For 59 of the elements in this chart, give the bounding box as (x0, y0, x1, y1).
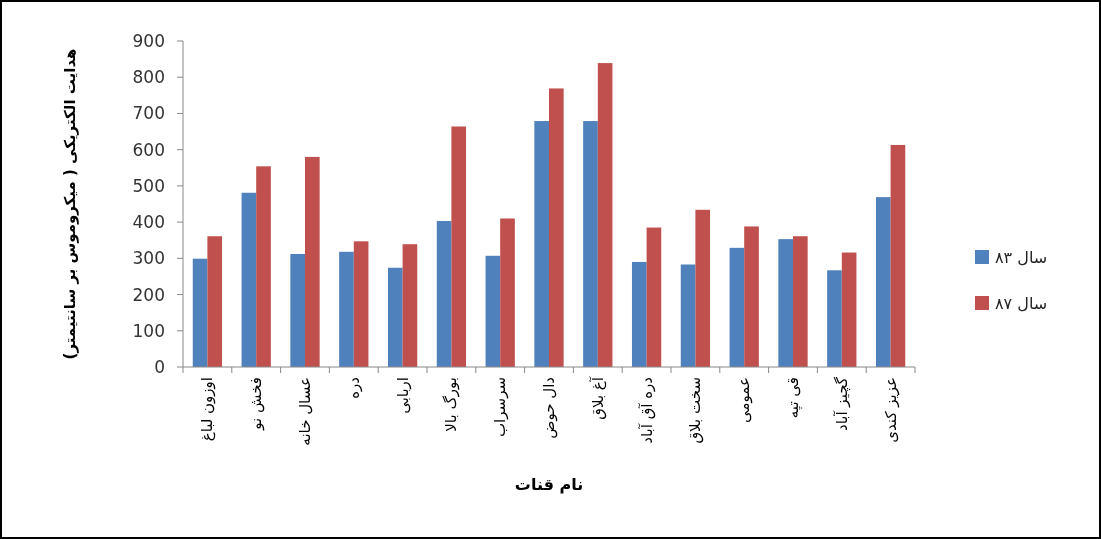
y-tick-label: 300 (132, 248, 165, 269)
bar (695, 209, 711, 367)
bar (534, 121, 549, 367)
bar (729, 247, 745, 367)
y-tick-label: 700 (132, 103, 165, 124)
bar (549, 88, 564, 367)
x-tick-label: اربابی (393, 377, 412, 414)
bar (451, 126, 467, 367)
x-tick-label: عزیز کندی (881, 377, 900, 443)
bar (583, 121, 598, 367)
legend-label: سال ۸۳ (995, 248, 1048, 267)
x-tick-label: بورگ بالا (442, 377, 461, 432)
x-tick-label: دره آق آباد (637, 377, 656, 444)
bar (631, 261, 647, 367)
bar (744, 226, 759, 367)
bar (646, 227, 662, 367)
y-tick-label: 100 (132, 320, 165, 341)
y-tick-label: 0 (154, 357, 165, 377)
bar (241, 192, 257, 367)
bar (436, 221, 452, 367)
y-tick-label: 800 (132, 67, 165, 88)
y-tick-label: 500 (132, 175, 165, 196)
bar (387, 267, 403, 367)
bar (875, 197, 891, 367)
bar (778, 239, 793, 367)
y-tick-label: 400 (132, 212, 165, 233)
x-tick-label: فخش نو (247, 377, 266, 431)
bar (339, 251, 354, 367)
x-tick-label: دره (344, 377, 363, 399)
bar (680, 264, 696, 367)
bar (207, 236, 223, 367)
bar (256, 166, 271, 367)
x-tick-label: عسال خانه (296, 377, 314, 446)
x-tick-label: قی تپه (784, 377, 803, 419)
y-tick-label: 200 (132, 284, 165, 305)
x-tick-label: سخت بلاق (686, 377, 705, 444)
x-tick-label: گچیز آباد (832, 376, 851, 431)
y-axis-title: هدایت الکتریکی ( میکروموس بر سانتیمتر) (61, 48, 79, 360)
legend-label: سال ۸۷ (995, 294, 1048, 313)
x-tick-label: سرسراب (491, 377, 510, 437)
x-tick-label: عمومی (735, 377, 754, 423)
bar (890, 144, 906, 367)
bar (305, 156, 320, 367)
x-tick-label: دال حوض (540, 377, 558, 439)
bar (485, 255, 501, 367)
y-tick-label: 600 (132, 139, 165, 160)
bar (841, 252, 857, 367)
bar (290, 253, 305, 367)
y-tick-label: 900 (132, 31, 165, 51)
x-tick-label: اوزون لباغ (198, 377, 217, 442)
bar (353, 241, 369, 367)
bar (793, 236, 808, 367)
bar (597, 63, 613, 367)
bar (402, 244, 418, 367)
bar (827, 270, 842, 367)
bar (500, 218, 515, 367)
bar (192, 258, 208, 367)
x-tick-label: آغ بلاق (588, 376, 607, 420)
x-axis-title: نام قنات (514, 475, 584, 494)
